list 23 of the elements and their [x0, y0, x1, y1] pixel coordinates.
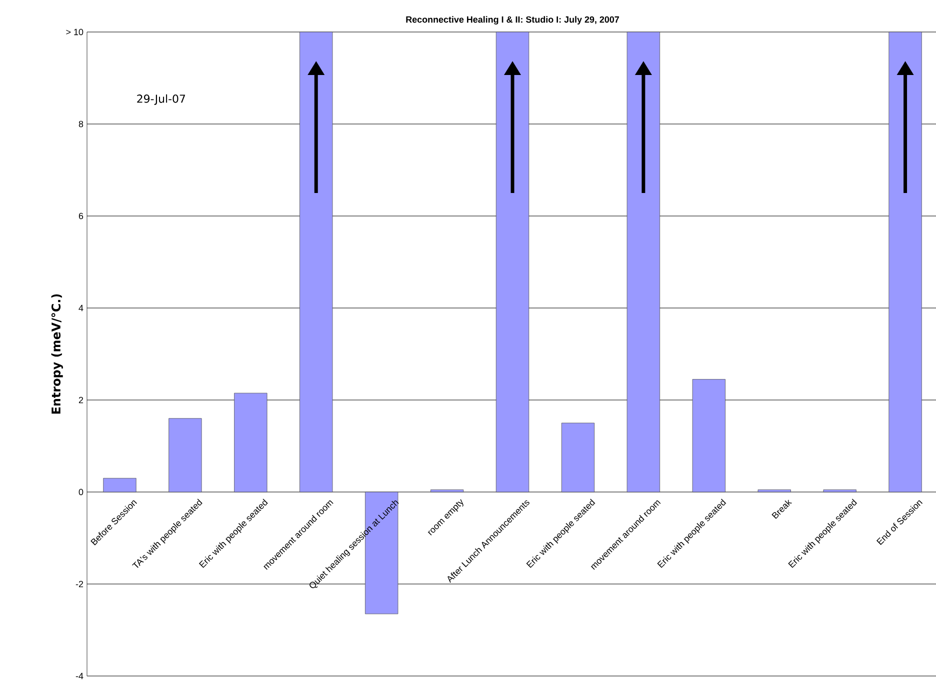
chart-title: Reconnective Healing I & II: Studio I: July 29, 2007 — [406, 16, 619, 24]
bar — [561, 422, 595, 492]
bar — [626, 32, 660, 492]
annotation: 29-Jul-07 — [137, 94, 186, 105]
y-tick-label: 6 — [78, 212, 84, 220]
bar — [234, 392, 268, 492]
bar — [888, 32, 922, 492]
bar — [496, 32, 530, 492]
y-axis-title: Entropy (meV/°C.) — [51, 294, 63, 414]
bar — [103, 478, 136, 492]
y-tick-label: 4 — [78, 304, 84, 312]
y-tick-label: 2 — [78, 396, 84, 404]
bar — [823, 490, 856, 492]
bar — [168, 418, 202, 492]
y-tick-label: 0 — [78, 488, 84, 496]
bar — [300, 32, 333, 492]
y-tick-label: 8 — [78, 120, 84, 128]
bar — [692, 379, 726, 492]
y-tick-label: -4 — [76, 672, 84, 680]
y-tick-label: > 10 — [66, 28, 84, 36]
y-tick-label: -2 — [76, 580, 84, 588]
bar — [758, 490, 791, 492]
bar — [430, 490, 464, 492]
